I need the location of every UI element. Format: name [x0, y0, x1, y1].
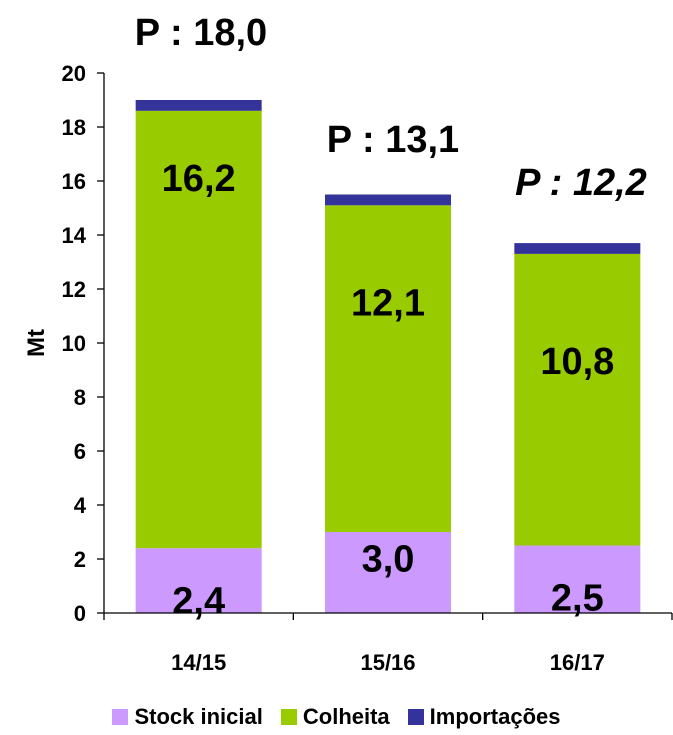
legend-item: Stock inicial	[112, 704, 263, 730]
y-tick-label: 4	[74, 493, 87, 518]
x-tick-label: 16/17	[550, 650, 605, 675]
annotations: P : 18,0 P : 13,1 P : 12,2	[135, 12, 647, 204]
bar-segment	[514, 243, 641, 254]
x-axis: 14/15 15/16 16/17	[103, 612, 673, 675]
y-tick-label: 2	[74, 547, 86, 572]
bar-segment	[135, 110, 262, 549]
legend-swatch	[112, 709, 129, 725]
x-tick-label: 15/16	[360, 650, 415, 675]
y-tick-label: 16	[62, 169, 86, 194]
y-tick-label: 0	[74, 601, 86, 626]
legend-label: Importações	[429, 704, 561, 729]
y-tick-label: 18	[62, 115, 86, 140]
total-annotation: P : 12,2	[515, 162, 647, 204]
bar-segment	[135, 548, 262, 613]
y-tick-label: 14	[62, 223, 87, 248]
y-axis-label: Mt	[23, 329, 50, 357]
legend-swatch	[280, 709, 297, 725]
y-tick-label: 8	[74, 385, 86, 410]
y-tick-label: 10	[62, 331, 86, 356]
y-tick-label: 12	[62, 277, 86, 302]
y-tick-label: 20	[62, 61, 86, 86]
legend-item: Importações	[407, 704, 561, 730]
bars: 2,4 16,2 3,0 12,1 2,5 10,8	[135, 100, 641, 623]
bar-segment	[514, 253, 641, 546]
bar-segment	[325, 194, 451, 206]
total-annotation: P : 13,1	[327, 119, 459, 161]
legend-label: Colheita	[302, 704, 390, 729]
data-label: 2,4	[172, 581, 225, 623]
data-label: 16,2	[162, 158, 236, 200]
data-label: 12,1	[351, 282, 425, 324]
data-label: 10,8	[540, 341, 614, 383]
bar-segment	[325, 532, 451, 613]
bar-segment	[514, 545, 641, 613]
legend-label: Stock inicial	[134, 704, 263, 729]
bar-segment	[325, 205, 451, 533]
data-label: 2,5	[551, 577, 604, 619]
legend: Stock inicial Colheita Importações	[0, 704, 673, 730]
legend-swatch	[407, 709, 424, 725]
y-axis: 0 2 4 6 8 10 12 14 16 18 20	[62, 61, 105, 626]
x-tick-label: 14/15	[171, 650, 226, 675]
legend-item: Colheita	[280, 704, 390, 730]
y-tick-label: 6	[74, 439, 86, 464]
total-annotation: P : 18,0	[135, 12, 267, 54]
bar-segment	[135, 100, 262, 111]
data-label: 3,0	[362, 539, 415, 581]
